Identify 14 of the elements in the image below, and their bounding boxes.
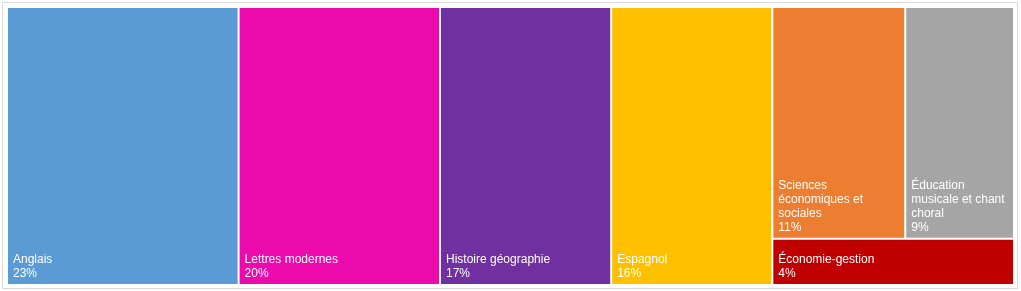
data-label: 9%: [911, 219, 929, 234]
data-label: 4%: [778, 266, 796, 280]
category-label: Histoire géographie: [446, 252, 551, 266]
data-label: 17%: [446, 266, 471, 280]
data-label: 23%: [13, 266, 38, 280]
category-label: Éducation musicale et chant choral: [911, 176, 1006, 220]
data-label: 16%: [617, 266, 642, 280]
data-label: 11%: [778, 219, 802, 234]
category-label: Sciences économiques et sociales: [778, 177, 864, 220]
category-label: Anglais: [13, 252, 53, 266]
category-label: Économie-gestion: [778, 251, 875, 266]
category-label: Lettres modernes: [244, 252, 338, 266]
category-label: Espagnol: [617, 252, 668, 266]
data-label: 20%: [244, 266, 269, 280]
